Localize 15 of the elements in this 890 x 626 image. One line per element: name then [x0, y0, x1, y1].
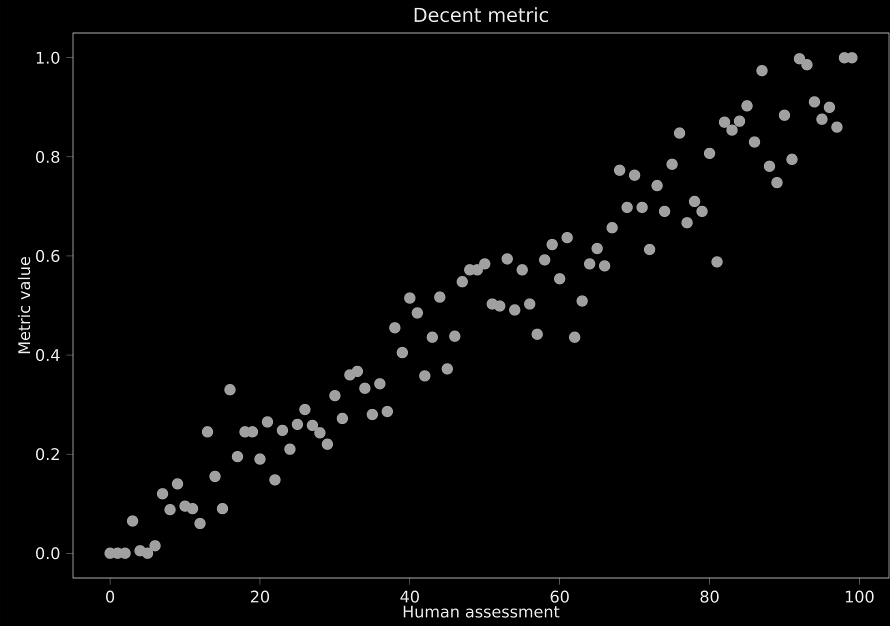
y-tick-label: 0.2 [36, 448, 59, 460]
y-tick-label: 0.0 [36, 547, 60, 560]
x-tick-label: 0 [106, 590, 114, 603]
y-axis-title: Metric value [18, 257, 30, 354]
y-tick-label: 0.4 [36, 349, 60, 362]
x-tick-label: 20 [250, 590, 270, 603]
chart-title: Decent metric [414, 7, 548, 22]
x-tick-label: 40 [400, 590, 419, 603]
x-tick-label: 100 [846, 590, 874, 603]
x-axis-title: Human assessment [404, 606, 560, 618]
y-tick-label: 0.6 [36, 250, 60, 262]
y-tick-label: 1.0 [36, 52, 60, 64]
x-tick-label: 80 [700, 590, 719, 603]
y-tick-label: 0.8 [36, 150, 60, 163]
x-tick-label: 60 [550, 590, 569, 603]
